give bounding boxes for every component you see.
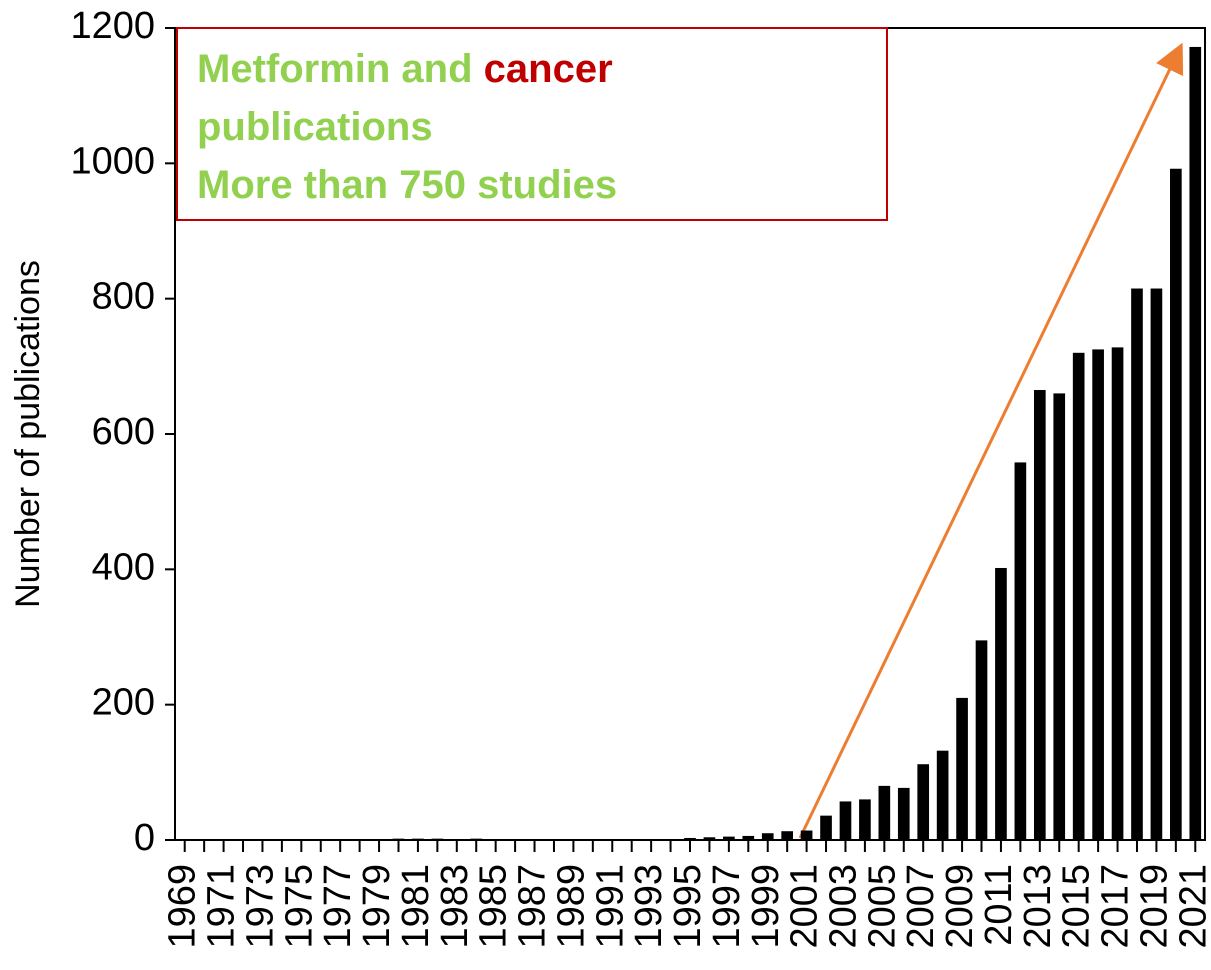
bar	[975, 640, 988, 840]
x-tick-label: 1979	[356, 864, 398, 949]
x-tick-label: 2019	[1133, 864, 1175, 949]
x-tick-label: 2001	[784, 864, 826, 949]
y-tick-label: 0	[134, 817, 155, 859]
bar	[664, 839, 677, 840]
x-tick-label: 2005	[861, 864, 903, 949]
x-tick-label: 1993	[628, 864, 670, 949]
bar	[936, 750, 949, 840]
bar	[1150, 288, 1163, 840]
x-tick-label: 1969	[162, 864, 204, 949]
x-tick-label: 2017	[1095, 864, 1137, 949]
bar	[742, 835, 755, 840]
x-tick-label: 1981	[395, 864, 437, 949]
plot-frame	[174, 27, 1206, 841]
x-tick-label: 2013	[1017, 864, 1059, 949]
bar	[645, 839, 657, 840]
bar	[897, 787, 910, 840]
y-tick-label: 400	[92, 546, 155, 588]
bar	[528, 839, 541, 840]
bar	[1033, 390, 1046, 840]
trend-arrow	[798, 42, 1184, 839]
bar	[723, 836, 735, 840]
y-tick-label: 1000	[70, 140, 155, 182]
bar	[859, 799, 871, 840]
bar	[956, 697, 968, 840]
bar	[878, 785, 891, 840]
bar	[450, 839, 463, 840]
annotation-line: More than 750 studies	[197, 163, 617, 207]
bar	[1131, 288, 1143, 840]
y-axis-label: Number of publications	[9, 260, 47, 608]
x-tick-label: 1991	[589, 864, 631, 949]
bar	[995, 567, 1007, 840]
x-tick-label: 1999	[745, 864, 787, 949]
bar	[684, 837, 696, 840]
bar	[1111, 347, 1124, 840]
x-tick-label: 1985	[473, 864, 515, 949]
bar	[1072, 352, 1085, 840]
x-tick-label: 1977	[317, 864, 359, 949]
annotation-text: Metformin and	[197, 47, 484, 91]
x-tick-label: 2021	[1172, 864, 1211, 949]
bar	[761, 833, 774, 840]
x-tick-label: 2007	[900, 864, 942, 949]
y-tick-label: 200	[92, 682, 155, 724]
bar	[1189, 46, 1202, 841]
x-tick-label: 1997	[706, 864, 748, 949]
x-tick-label: 1987	[512, 864, 554, 949]
annotation-text: More than 750 studies	[197, 163, 617, 207]
bar	[1053, 393, 1066, 840]
x-tick-label: 1989	[550, 864, 592, 949]
bar	[1014, 462, 1027, 840]
x-tick-label: 2015	[1056, 864, 1098, 949]
bar	[489, 839, 502, 840]
y-tick-label: 800	[92, 276, 155, 318]
bar	[431, 838, 444, 840]
bar	[703, 837, 716, 840]
x-tick-label: 2009	[939, 864, 981, 949]
bar	[781, 831, 793, 840]
x-tick-label: 2003	[823, 864, 865, 949]
bar	[839, 801, 852, 840]
annotation-box	[176, 27, 888, 221]
bar	[820, 815, 832, 840]
bar	[917, 764, 930, 840]
bar	[412, 838, 424, 840]
annotation-text: publications	[197, 105, 433, 149]
bar	[800, 830, 813, 840]
x-tick-label: 1973	[239, 864, 281, 949]
y-tick-label: 600	[92, 411, 155, 453]
bar	[392, 838, 405, 840]
x-tick-label: 1983	[434, 864, 476, 949]
bar	[548, 839, 560, 840]
bar	[509, 839, 521, 840]
x-tick-label: 1975	[278, 864, 320, 949]
bar	[1170, 168, 1182, 840]
annotation-text: cancer	[484, 47, 613, 91]
bar	[1092, 349, 1104, 840]
x-tick-label: 1995	[667, 864, 709, 949]
annotation-line: Metformin and cancer	[197, 47, 613, 91]
x-tick-label: 2011	[978, 864, 1020, 946]
x-tick-label: 1971	[201, 864, 243, 949]
y-tick-label: 1200	[70, 5, 155, 47]
bar	[470, 838, 483, 840]
annotation-line: publications	[197, 105, 433, 149]
